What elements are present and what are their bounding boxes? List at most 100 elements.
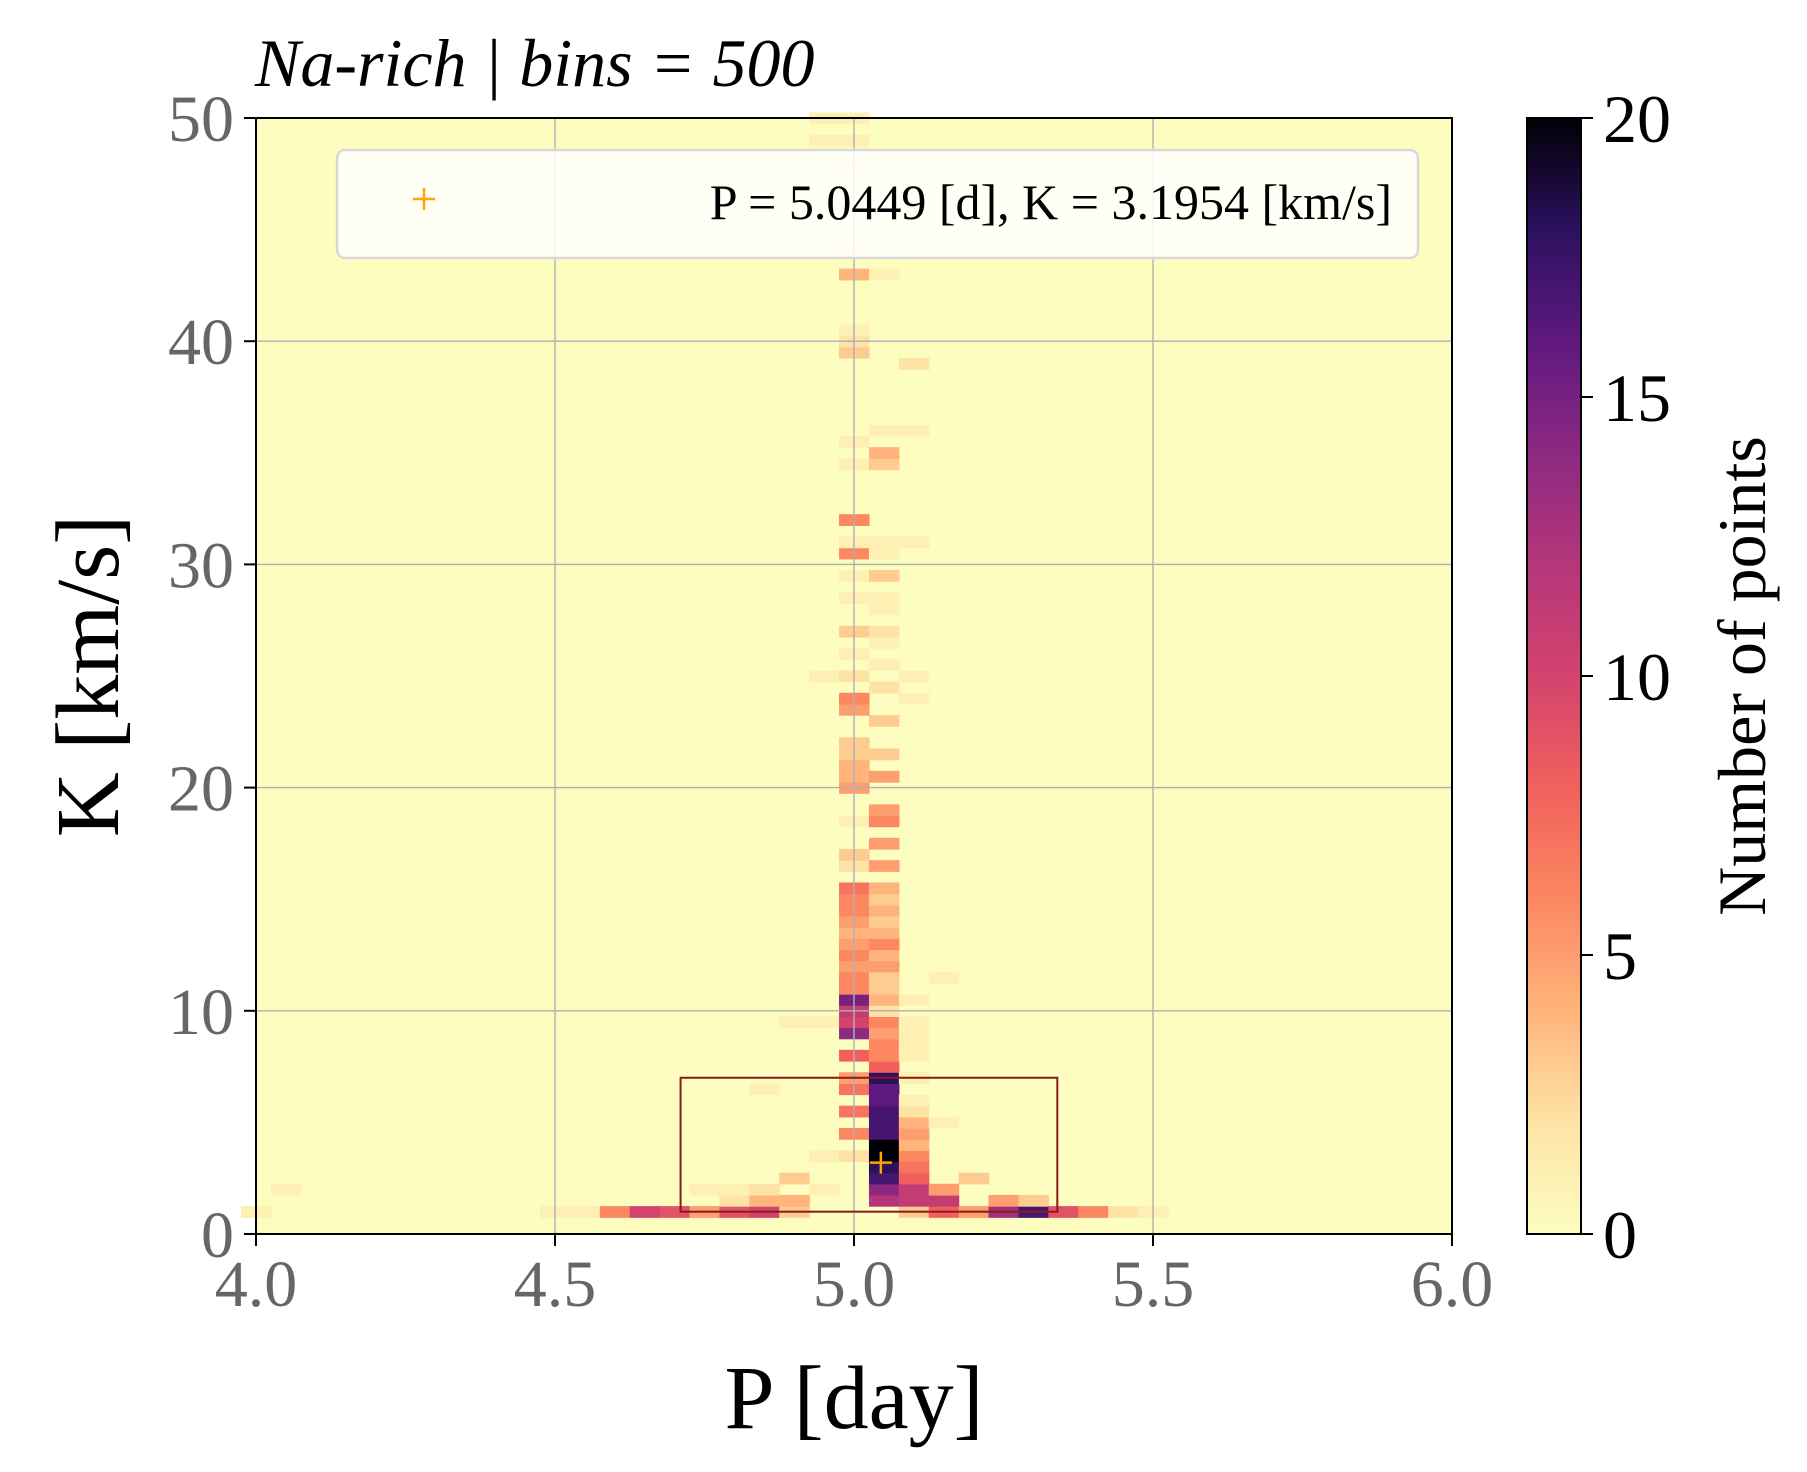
colorbar-axis: 0 5 10 15 20 <box>1581 81 1671 1273</box>
heatmap-cell <box>659 1206 691 1218</box>
heatmap-cell <box>689 1183 721 1196</box>
heatmap-cell <box>868 1027 900 1040</box>
heatmap-cell <box>898 1038 930 1051</box>
legend: P = 5.0449 [d], K = 3.1954 [km/s] <box>335 148 1420 260</box>
x-axis: 4.0 4.5 5.0 5.5 6.0 <box>215 1234 1494 1321</box>
heatmap-cell <box>868 447 900 459</box>
heatmap-cell <box>898 1116 930 1129</box>
heatmap-cell <box>868 748 900 761</box>
heatmap-cell <box>898 692 930 705</box>
legend-entry: P = 5.0449 [d], K = 3.1954 [km/s] <box>710 174 1392 230</box>
heatmap-cell <box>868 960 900 973</box>
heatmap-cell <box>809 1150 840 1163</box>
y-axis: 0 10 20 30 40 50 <box>168 83 256 1272</box>
heatmap-cell <box>928 1183 960 1196</box>
heatmap-cell <box>749 1194 780 1207</box>
heatmap-cell <box>868 681 900 694</box>
heatmap-cell <box>868 1172 900 1185</box>
heatmap-cell <box>809 134 840 147</box>
heatmap-cell <box>898 1127 930 1140</box>
colorbar-tick-label: 10 <box>1603 639 1671 715</box>
heatmap-cell <box>868 1094 900 1107</box>
heatmap-cell <box>898 1027 930 1040</box>
heatmap-cell <box>898 1172 930 1185</box>
heatmap-cell <box>779 1194 810 1207</box>
heatmap-cell <box>868 804 900 817</box>
heatmap-cell <box>719 1183 750 1196</box>
heatmap-cell <box>898 1049 930 1062</box>
heatmap-cell <box>898 1194 930 1207</box>
heatmap-cell <box>868 536 900 549</box>
heatmap-cell <box>1078 1206 1109 1218</box>
heatmap-cell <box>868 569 900 582</box>
heatmap-cell <box>868 927 900 939</box>
heatmap-cell <box>868 860 900 872</box>
colorbar-label: Number of points <box>1704 436 1780 916</box>
heatmap-cell <box>868 893 900 906</box>
heatmap-cell <box>779 1172 810 1185</box>
heatmap-cell <box>868 1127 900 1140</box>
heatmap-cell <box>809 1016 840 1029</box>
heatmap-cell <box>898 357 930 370</box>
heatmap-cell <box>928 1116 960 1129</box>
colorbar-tick-label: 15 <box>1603 360 1671 436</box>
heatmap-cell <box>868 715 900 727</box>
heatmap-cell <box>988 1194 1020 1207</box>
heatmap-cell <box>868 770 900 783</box>
x-tick-label: 6.0 <box>1411 1248 1494 1321</box>
heatmap-cell <box>868 938 900 951</box>
heatmap-cell <box>868 424 900 437</box>
heatmap-cell <box>868 949 900 962</box>
y-tick-label: 20 <box>168 753 234 826</box>
heatmap-cell <box>898 670 930 683</box>
heatmap-cell <box>629 1206 661 1218</box>
heatmap-cell <box>898 1105 930 1118</box>
heatmap-cell <box>868 1105 900 1118</box>
heatmap-cell <box>599 1206 631 1218</box>
colorbar <box>1526 117 1582 1235</box>
heatmap-cell <box>809 1183 840 1196</box>
heatmap-cell <box>1108 1206 1139 1218</box>
colorbar-tick-label: 20 <box>1603 81 1671 157</box>
heatmap-cell <box>898 1161 930 1174</box>
heatmap-cell <box>898 1094 930 1107</box>
heatmap-cell <box>868 1038 900 1051</box>
heatmap-cell <box>779 1016 810 1029</box>
heatmap-cell <box>1048 1206 1079 1218</box>
heatmap-cell <box>868 636 900 649</box>
heatmap-cell <box>868 625 900 638</box>
heatmap-cell <box>868 1061 900 1073</box>
heatmap-cell <box>898 1016 930 1029</box>
heatmap-cell <box>868 603 900 616</box>
heatmap-cell <box>868 1161 900 1174</box>
region-box <box>679 1076 1059 1213</box>
heatmap-cell <box>898 1139 930 1151</box>
heatmap-cell <box>809 670 840 683</box>
x-tick-label: 5.0 <box>813 1248 896 1321</box>
heatmap-cell <box>898 424 930 437</box>
heatmap-cell <box>868 882 900 895</box>
colorbar-tick-label: 0 <box>1603 1197 1637 1273</box>
heatmap-cell <box>928 971 960 984</box>
heatmap-cell <box>868 547 900 560</box>
heatmap-cell <box>868 458 900 471</box>
y-tick-label: 40 <box>168 306 234 379</box>
heatmap-cell <box>719 1194 750 1207</box>
y-tick-label: 50 <box>168 83 234 156</box>
heatmap-cell <box>868 1194 900 1207</box>
x-axis-label: P [day] <box>724 1349 983 1448</box>
heatmap-cell <box>868 592 900 605</box>
heatmap-cell <box>868 1183 900 1196</box>
best-fit-marker <box>869 1151 892 1174</box>
y-tick-label: 0 <box>201 1199 234 1272</box>
heatmap-cell <box>1018 1194 1049 1207</box>
heatmap-cell <box>868 1139 900 1151</box>
heatmap-cell <box>868 904 900 917</box>
chart-title: Na-rich | bins = 500 <box>254 25 814 101</box>
heatmap-cell <box>569 1206 601 1218</box>
heatmap-cell <box>868 971 900 984</box>
heatmap-cell <box>749 1183 780 1196</box>
heatmap-cell <box>868 1016 900 1029</box>
heatmap-cell <box>868 815 900 828</box>
